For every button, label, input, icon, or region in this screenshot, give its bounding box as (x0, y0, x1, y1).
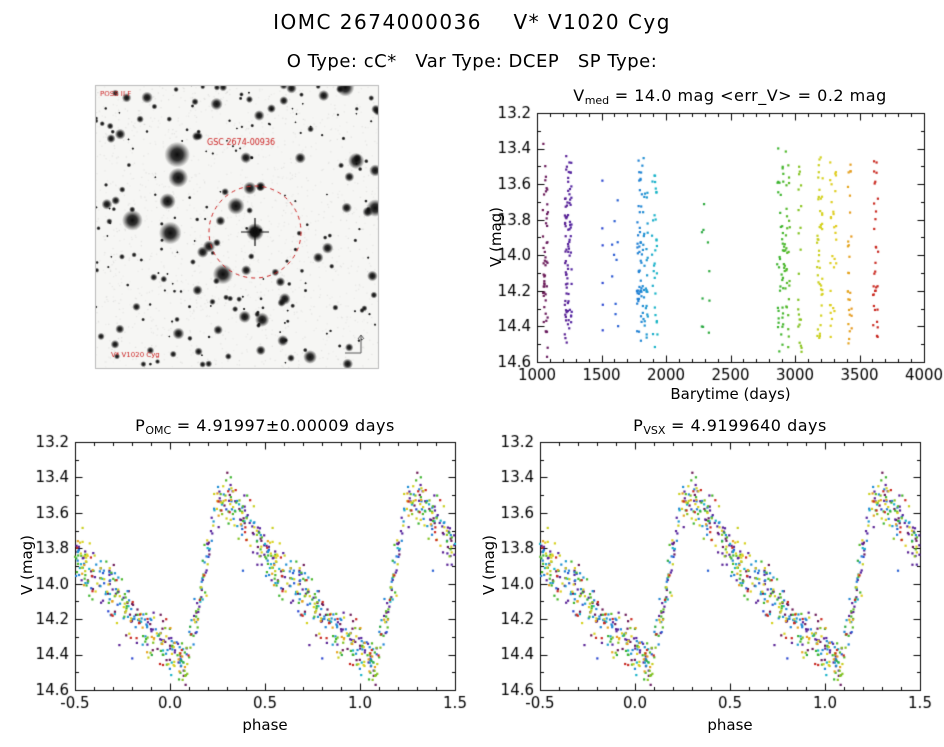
phase-vsx-ylabel: V (mag) (480, 534, 498, 596)
phase-omc-ylabel: V (mag) (18, 534, 36, 596)
timeseries-title: Vmed = 14.0 mag <err_V> = 0.2 mag (573, 86, 887, 107)
phase-vsx-xlabel: phase (707, 716, 753, 734)
phase-omc-xlabel: phase (242, 716, 288, 734)
timeseries-ylabel: V (mag) (487, 206, 505, 268)
phase-omc-title: POMC = 4.91997±0.00009 days (135, 416, 395, 437)
page-subtitle: O Type: cC* Var Type: DCEP SP Type: (286, 51, 658, 72)
timeseries-xlabel: Barytime (days) (670, 385, 791, 403)
phase-vsx-title: PVSX = 4.9199640 days (633, 416, 827, 437)
page-title: IOMC 2674000036 V* V1020 Cyg (273, 10, 671, 34)
